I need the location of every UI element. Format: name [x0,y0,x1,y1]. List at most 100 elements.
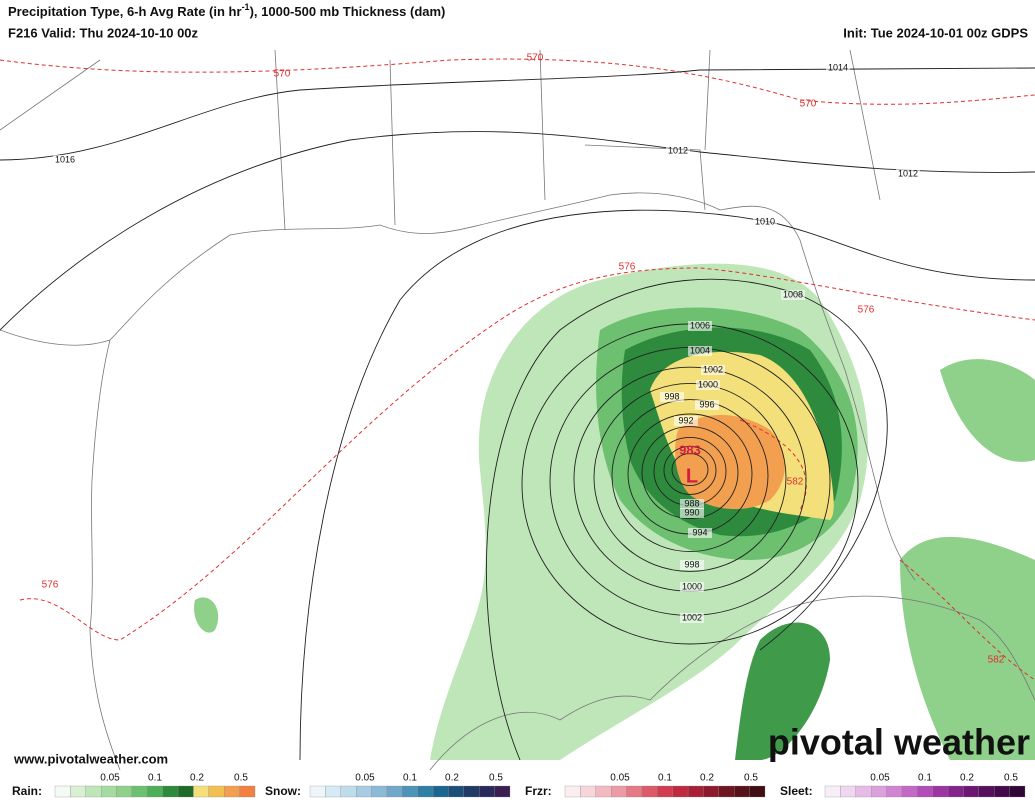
legend-swatch [239,785,256,798]
isobar-label-bg [680,508,704,518]
rain-northeast [940,359,1035,462]
thickness-label: 576 [42,580,59,591]
isobar-label: 1002 [703,364,723,374]
isobar-label-bg [753,217,777,227]
legend-tick: 0.5 [1004,773,1018,784]
legend-swatch [840,785,856,798]
thickness-lines [0,58,1035,681]
isobar-label-bg [53,155,77,165]
isobar-label-bg [680,560,704,570]
legend-swatch [963,785,979,798]
legend-tick: 0.2 [960,773,974,784]
isobar-label-bg [695,400,719,410]
legend-swatch [147,785,163,798]
logo: pivotal weather [768,722,1030,763]
legend-swatch [193,785,209,798]
isobar-label-bg [688,528,712,538]
isobar-label: 990 [684,507,699,517]
isobar-label: 1002 [682,612,702,622]
legend-swatch [564,785,581,798]
legend-tick: 0.2 [190,773,204,784]
title-part: ), 1000-500 mb Thickness (dam) [250,4,446,19]
legend-swatch [448,785,464,798]
legend-swatch [917,785,933,798]
thickness-label: 582 [787,477,804,488]
rain-orange [675,415,785,510]
coastline [89,339,121,771]
legend-tick: 0.1 [403,773,417,784]
isobar-label: 1006 [690,320,710,330]
legend-swatch [672,785,689,798]
legend-swatch [687,785,704,798]
legend-label: Snow: [265,784,301,798]
legend-swatch [479,785,495,798]
legend-swatch [978,785,995,798]
thickness-label: 570 [800,99,817,110]
legend-swatch [932,785,949,798]
legend-swatch [886,785,903,798]
legend-swatch [871,785,887,798]
isobar-label-bg [680,499,704,509]
isobar-label: 998 [684,559,699,569]
legend-swatch [580,785,596,798]
geography [0,49,1035,771]
thickness-576 [19,267,1035,641]
isobar-1008 [486,278,888,761]
legend-swatch [116,785,133,798]
legend-swatch [463,785,480,798]
map-labels: 1016 1014 1012 1012 1010 1008 1006 1004 1002 1000… [42,53,1005,666]
legend-swatch [54,785,71,798]
legend-label: Sleet: [780,784,813,798]
isobar-label: 988 [684,498,699,508]
legend-tick: 0.05 [100,773,120,784]
isobar-label: 1008 [783,289,803,299]
thickness-570 [0,58,1035,105]
rain-west [194,597,219,633]
title-superscript: -1 [242,2,250,12]
website: www.pivotalweather.com [13,751,168,766]
isobar-label-bg [666,146,690,156]
isobar-label: 994 [692,527,707,537]
isobar-label-bg [674,416,698,426]
legend-tick: 0.5 [744,773,758,784]
coastline [0,192,916,581]
isobar-label-bg [688,346,712,356]
isobar-label: 992 [678,415,693,425]
legend-swatch [855,785,872,798]
low-pressure-value: 983 [679,442,701,457]
isobar-label: 1012 [668,145,688,155]
title: Precipitation Type, 6-h Avg Rate (in hr-… [8,2,445,19]
legend-swatch [749,785,766,798]
isobar-label: 998 [664,391,679,401]
legend-swatch [340,785,357,798]
legend-swatch [356,785,372,798]
legend-tick: 0.5 [489,773,503,784]
legend: Rain: 0.05 0.1 0.2 0.5 Snow: 0.05 0.1 0.2 0.5 Frzr… [0,772,1035,800]
thickness-label: 576 [858,305,875,316]
legend-swatch [417,785,434,798]
legend-tick: 0.2 [445,773,459,784]
legend-swatch [131,785,148,798]
legend-tick: 0.05 [610,773,630,784]
legend-swatch [1009,785,1026,798]
legend-tick: 0.05 [355,773,375,784]
isobar-label: 1000 [698,379,718,389]
legend-swatch [432,785,449,798]
legend-swatch [595,785,612,798]
legend-swatch [177,785,194,798]
isobar-label-bg [688,321,712,331]
legend-swatch [994,785,1010,798]
thickness-label: 570 [274,69,291,80]
legend-tick: 0.05 [870,773,890,784]
isobar-label-bg [680,613,704,623]
thickness-label: 570 [527,53,544,64]
isobar-label-bg [680,582,704,592]
thickness-label: 576 [619,262,636,273]
legend-swatch [611,785,627,798]
thickness-label: 582 [988,655,1005,666]
coastline [429,595,1035,771]
legend-label: Rain: [12,784,42,798]
legend-tick: 0.1 [918,773,932,784]
legend-tick: 0.5 [234,773,248,784]
